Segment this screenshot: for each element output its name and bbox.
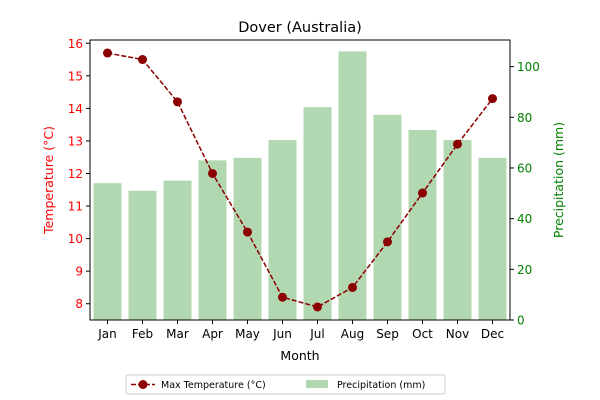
- x-tick-label-sep: Sep: [376, 327, 399, 341]
- x-axis: Jan Feb Mar Apr May Jun Jul Aug Sep Oct Nov Dec: [97, 320, 504, 341]
- right-y-axis-label: Precipitation (mm): [551, 122, 566, 238]
- right-y-tick-label: 100: [517, 60, 540, 74]
- legend-bar-swatch: [306, 380, 328, 388]
- precipitation-bar-nov: [443, 140, 472, 320]
- x-tick-label-aug: Aug: [341, 327, 364, 341]
- temperature-point-nov: [453, 139, 462, 149]
- x-tick-label-mar: Mar: [166, 327, 189, 341]
- legend-temperature-label: Max Temperature (°C): [161, 380, 266, 391]
- temperature-point-apr: [208, 168, 217, 178]
- left-y-tick-label: 13: [68, 134, 83, 148]
- right-y-tick-label: 40: [517, 212, 532, 226]
- left-y-axis-label: Temperature (°C): [41, 126, 56, 235]
- temperature-point-dec: [488, 94, 497, 104]
- precipitation-bar-oct: [408, 129, 437, 320]
- precipitation-bar-dec: [478, 157, 507, 320]
- temperature-point-feb: [138, 55, 147, 65]
- right-y-axis: 0 20 40 60 80 100: [510, 60, 540, 328]
- precipitation-bars: [93, 51, 507, 321]
- precipitation-bar-may: [233, 157, 262, 320]
- left-y-tick-label: 10: [68, 232, 83, 246]
- left-y-tick-label: 11: [68, 200, 83, 214]
- right-y-tick-label: 80: [517, 111, 532, 125]
- temperature-point-jul: [313, 302, 322, 312]
- temperature-point-jan: [103, 48, 112, 58]
- left-y-tick-label: 16: [68, 37, 83, 51]
- precipitation-bar-mar: [163, 180, 192, 320]
- left-y-tick-label: 12: [68, 167, 83, 181]
- precipitation-bar-jun: [268, 140, 297, 320]
- temperature-point-sep: [383, 237, 392, 247]
- right-y-tick-label: 0: [517, 314, 525, 328]
- precipitation-bar-jan: [93, 183, 122, 320]
- left-y-tick-label: 8: [75, 297, 83, 311]
- legend-marker-swatch: [138, 380, 148, 389]
- left-y-tick-label: 15: [68, 69, 83, 83]
- x-tick-label-nov: Nov: [446, 327, 469, 341]
- temperature-point-aug: [348, 282, 357, 292]
- temperature-point-may: [243, 227, 252, 237]
- x-tick-label-jun: Jun: [272, 327, 292, 341]
- x-tick-label-apr: Apr: [202, 327, 223, 341]
- precipitation-bar-apr: [198, 160, 227, 320]
- left-y-tick-label: 9: [75, 265, 83, 279]
- x-axis-label: Month: [280, 348, 319, 363]
- plot-frame: [89, 39, 511, 321]
- temperature-line: [107, 52, 494, 308]
- legend-precipitation-label: Precipitation (mm): [337, 380, 425, 391]
- x-tick-label-jan: Jan: [97, 327, 117, 341]
- temperature-point-oct: [418, 188, 427, 198]
- right-y-tick-label: 60: [517, 161, 532, 175]
- precipitation-bar-feb: [128, 190, 157, 320]
- precipitation-bar-jul: [303, 107, 332, 320]
- legend-box: [125, 374, 446, 395]
- temperature-point-jun: [278, 292, 287, 302]
- x-tick-label-dec: Dec: [481, 327, 504, 341]
- x-tick-label-jul: Jul: [309, 327, 324, 341]
- temperature-line-group: [103, 48, 497, 312]
- precipitation-bar-aug: [338, 51, 367, 321]
- legend: Max Temperature (°C) Precipitation (mm): [125, 374, 446, 395]
- temperature-point-mar: [173, 97, 182, 107]
- chart-title: Dover (Australia): [238, 20, 362, 36]
- left-y-axis: 8 9 10 11 12 13 14 15 16: [68, 37, 90, 311]
- x-tick-label-oct: Oct: [412, 327, 433, 341]
- precipitation-bar-sep: [373, 114, 402, 320]
- right-y-tick-label: 20: [517, 263, 532, 277]
- left-y-tick-label: 14: [68, 102, 83, 116]
- x-tick-label-may: May: [235, 327, 260, 341]
- x-tick-label-feb: Feb: [132, 327, 153, 341]
